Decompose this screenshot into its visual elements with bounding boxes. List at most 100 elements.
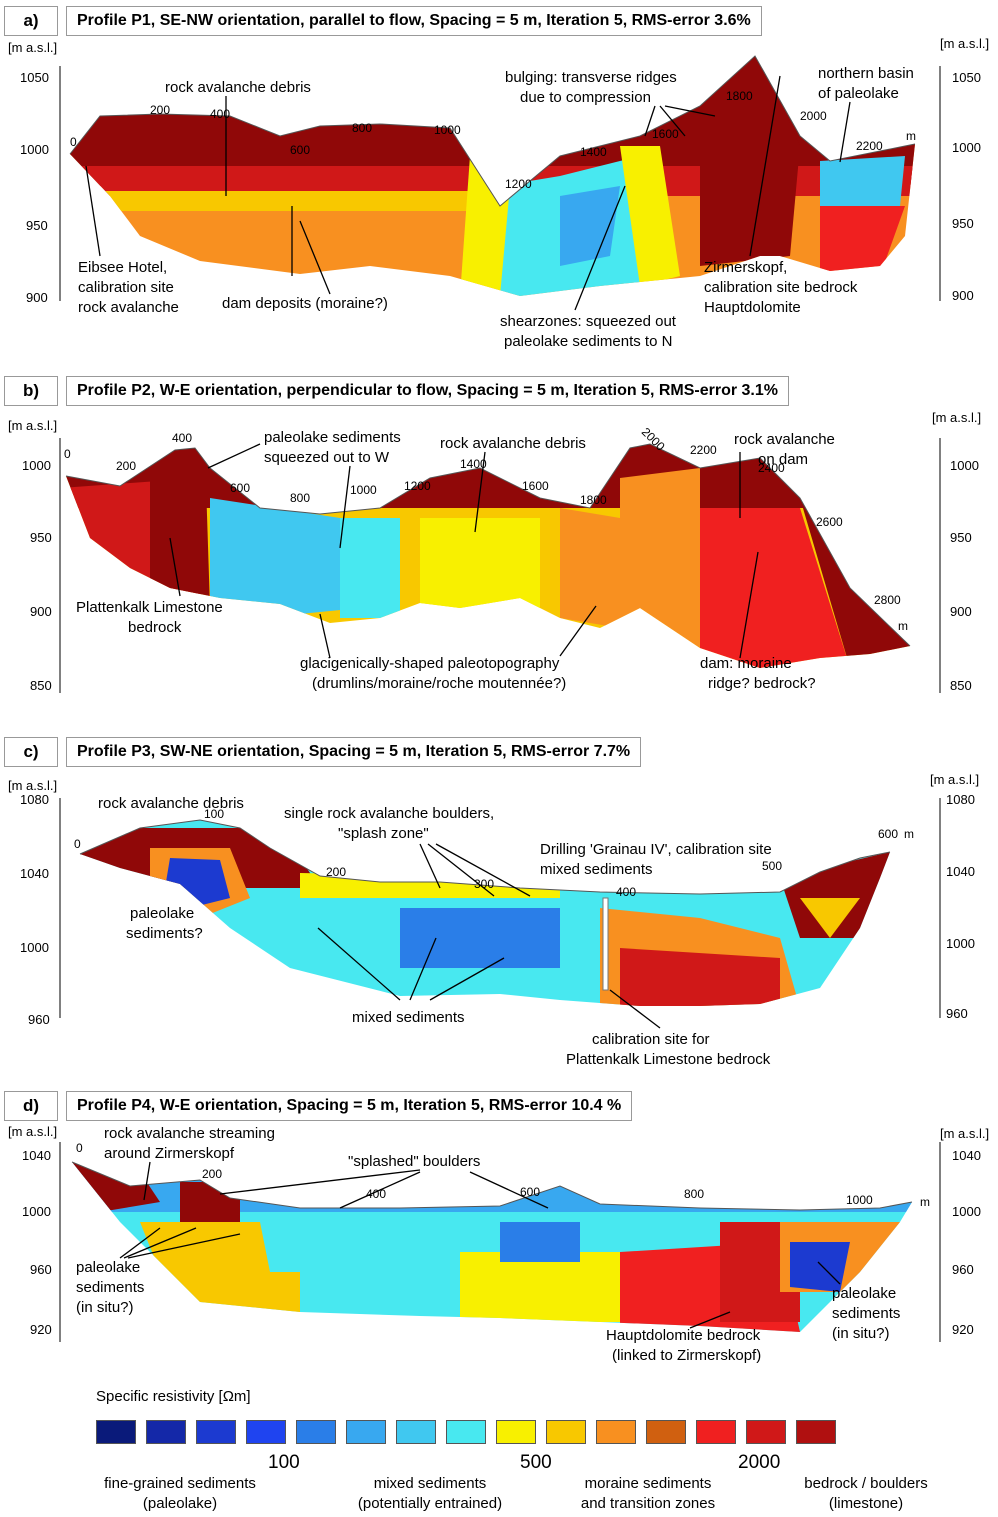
legend-cat-fine-grained: fine-grained sediments (paleolake)	[104, 1475, 256, 1512]
svg-text:(in situ?): (in situ?)	[76, 1299, 134, 1316]
panel-b-title: Profile P2, W-E orientation, perpendicul…	[66, 376, 789, 406]
panel-c-label: c)	[4, 737, 58, 767]
svg-text:m: m	[904, 827, 914, 841]
svg-text:920: 920	[952, 1322, 974, 1337]
svg-text:1000: 1000	[434, 123, 461, 137]
legend-swatch	[146, 1420, 186, 1444]
svg-text:1000: 1000	[22, 1204, 51, 1219]
unit-right: [m a.s.l.]	[940, 36, 989, 51]
svg-text:960: 960	[30, 1262, 52, 1277]
svg-text:1400: 1400	[580, 145, 607, 159]
svg-text:400: 400	[616, 885, 636, 899]
profile-a-section: [m a.s.l.] [m a.s.l.] 1050 1000 950 900 …	[8, 36, 989, 350]
svg-text:950: 950	[952, 216, 974, 231]
svg-text:Plattenkalk Limestone bedrock: Plattenkalk Limestone bedrock	[566, 1051, 771, 1068]
svg-text:1000: 1000	[22, 458, 51, 473]
svg-text:400: 400	[210, 107, 230, 121]
svg-text:calibration site: calibration site	[78, 279, 174, 296]
profile-b-section: [m a.s.l.] [m a.s.l.] 1000 950 900 850 1…	[8, 410, 981, 693]
svg-text:northern basin: northern basin	[818, 65, 914, 82]
svg-text:bedrock: bedrock	[128, 619, 182, 636]
svg-text:single rock avalanche boulders: single rock avalanche boulders,	[284, 805, 494, 822]
arrows-d	[119, 1161, 841, 1329]
y-ticks-left: 1080 1040 1000 960	[20, 792, 50, 1027]
legend-swatch	[346, 1420, 386, 1444]
svg-text:1800: 1800	[580, 493, 607, 507]
legend-swatch	[246, 1420, 286, 1444]
arrows-c	[317, 843, 661, 1029]
svg-text:960: 960	[946, 1006, 968, 1021]
y-ticks-left: 1000 950 900 850	[22, 458, 52, 693]
svg-text:1400: 1400	[460, 457, 487, 471]
svg-text:100: 100	[204, 807, 224, 821]
legend-cat-moraine: moraine sediments and transition zones	[580, 1475, 716, 1512]
svg-text:1000: 1000	[20, 940, 49, 955]
svg-text:1040: 1040	[20, 866, 49, 881]
svg-text:around Zirmerskopf: around Zirmerskopf	[104, 1145, 235, 1162]
panel-a-label: a)	[4, 6, 58, 36]
svg-text:950: 950	[26, 218, 48, 233]
svg-text:300: 300	[474, 877, 494, 891]
legend-value-2000: 2000	[738, 1452, 781, 1473]
svg-text:1000: 1000	[952, 140, 981, 155]
svg-text:960: 960	[28, 1012, 50, 1027]
svg-text:Zirmerskopf,: Zirmerskopf,	[704, 259, 787, 276]
svg-text:1600: 1600	[652, 127, 679, 141]
svg-text:rock avalanche streaming: rock avalanche streaming	[104, 1125, 275, 1142]
svg-text:200: 200	[150, 103, 170, 117]
svg-text:850: 850	[30, 678, 52, 693]
svg-text:squeezed out to W: squeezed out to W	[264, 449, 390, 466]
svg-text:1000: 1000	[350, 483, 377, 497]
svg-text:1050: 1050	[20, 70, 49, 85]
arrows-b	[169, 443, 759, 659]
unit-right: [m a.s.l.]	[940, 1126, 989, 1141]
unit-right: [m a.s.l.]	[932, 410, 981, 425]
svg-text:920: 920	[30, 1322, 52, 1337]
y-ticks-right: 1050 1000 950 900	[952, 70, 981, 303]
svg-text:m: m	[898, 619, 908, 633]
svg-text:sediments: sediments	[76, 1279, 144, 1296]
svg-text:rock avalanche: rock avalanche	[78, 299, 179, 316]
svg-text:paleolake sediments: paleolake sediments	[264, 429, 401, 446]
annotations-b: paleolake sediments squeezed out to W ro…	[76, 429, 835, 692]
svg-text:400: 400	[366, 1187, 386, 1201]
svg-text:500: 500	[762, 859, 782, 873]
svg-text:paleolake: paleolake	[76, 1259, 140, 1276]
arrows-a	[85, 75, 851, 311]
svg-text:900: 900	[26, 290, 48, 305]
legend-swatch	[496, 1420, 536, 1444]
svg-text:Hauptdolomite: Hauptdolomite	[704, 299, 801, 316]
svg-text:800: 800	[352, 121, 372, 135]
svg-text:600: 600	[878, 827, 898, 841]
svg-text:(in situ?): (in situ?)	[832, 1325, 890, 1342]
svg-text:900: 900	[950, 604, 972, 619]
profile-c-section: [m a.s.l.] [m a.s.l.] 1080 1040 1000 960…	[8, 772, 979, 1068]
svg-text:rock avalanche debris: rock avalanche debris	[165, 79, 311, 96]
svg-text:dam: moraine: dam: moraine	[700, 655, 792, 672]
svg-text:glacigenically-shaped paleotop: glacigenically-shaped paleotopography	[300, 655, 560, 672]
legend-swatch	[696, 1420, 736, 1444]
svg-text:Plattenkalk Limestone: Plattenkalk Limestone	[76, 599, 223, 616]
legend-swatch	[296, 1420, 336, 1444]
legend-swatch	[796, 1420, 836, 1444]
svg-text:600: 600	[290, 143, 310, 157]
distance-ticks: 0 200 400 600 800 1000 1200 1400 1600 18…	[70, 89, 916, 191]
legend-cat-bedrock: bedrock / boulders (limestone)	[804, 1475, 928, 1512]
svg-text:600: 600	[230, 481, 250, 495]
svg-text:0: 0	[70, 135, 77, 149]
annotations-d: rock avalanche streaming around Zirmersk…	[76, 1125, 900, 1364]
legend-swatch	[396, 1420, 436, 1444]
svg-text:calibration site for: calibration site for	[592, 1031, 710, 1048]
svg-text:0: 0	[64, 447, 71, 461]
y-ticks-left: 1040 1000 960 920	[22, 1148, 52, 1337]
svg-text:1040: 1040	[952, 1148, 981, 1163]
svg-text:Eibsee Hotel,: Eibsee Hotel,	[78, 259, 167, 276]
svg-text:bulging: transverse ridges: bulging: transverse ridges	[505, 69, 677, 86]
svg-text:2200: 2200	[856, 139, 883, 153]
svg-text:sediments: sediments	[832, 1305, 900, 1322]
svg-text:mixed sediments: mixed sediments	[540, 861, 653, 878]
legend-swatch	[546, 1420, 586, 1444]
svg-text:"splashed" boulders: "splashed" boulders	[348, 1153, 480, 1170]
svg-text:"splash zone": "splash zone"	[338, 825, 429, 842]
unit-left: [m a.s.l.]	[8, 778, 57, 793]
